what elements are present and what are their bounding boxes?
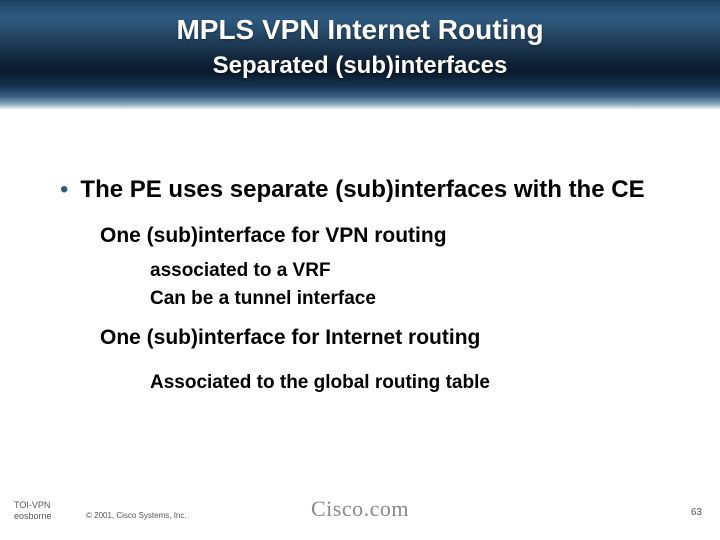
sub1-a: One (sub)interface for VPN routing (100, 223, 680, 249)
sub2-b1: Associated to the global routing table (150, 371, 680, 395)
footer-left: TOI-VPN eosborne (14, 500, 52, 522)
spacer (60, 361, 680, 371)
sub2-a2: Can be a tunnel interface (150, 287, 680, 311)
page-number: 63 (691, 507, 702, 518)
footer: TOI-VPN eosborne © 2001, Cisco Systems, … (0, 498, 720, 528)
cisco-logo: Cisco.com (311, 496, 409, 522)
bullet-dot-icon: • (60, 175, 68, 205)
sub2-a1: associated to a VRF (150, 259, 680, 283)
slide: MPLS VPN Internet Routing Separated (sub… (0, 0, 720, 540)
slide-content: • The PE uses separate (sub)interfaces w… (60, 175, 680, 399)
footer-left-line2: eosborne (14, 511, 52, 522)
bullet-main: • The PE uses separate (sub)interfaces w… (60, 175, 680, 205)
slide-title: MPLS VPN Internet Routing (0, 14, 720, 46)
spacer (60, 315, 680, 325)
footer-left-line1: TOI-VPN (14, 500, 52, 511)
slide-subtitle: Separated (sub)interfaces (0, 52, 720, 80)
sub1-b: One (sub)interface for Internet routing (100, 325, 680, 351)
footer-copyright: © 2001, Cisco Systems, Inc. (86, 511, 187, 520)
bullet-main-text: The PE uses separate (sub)interfaces wit… (80, 175, 644, 205)
